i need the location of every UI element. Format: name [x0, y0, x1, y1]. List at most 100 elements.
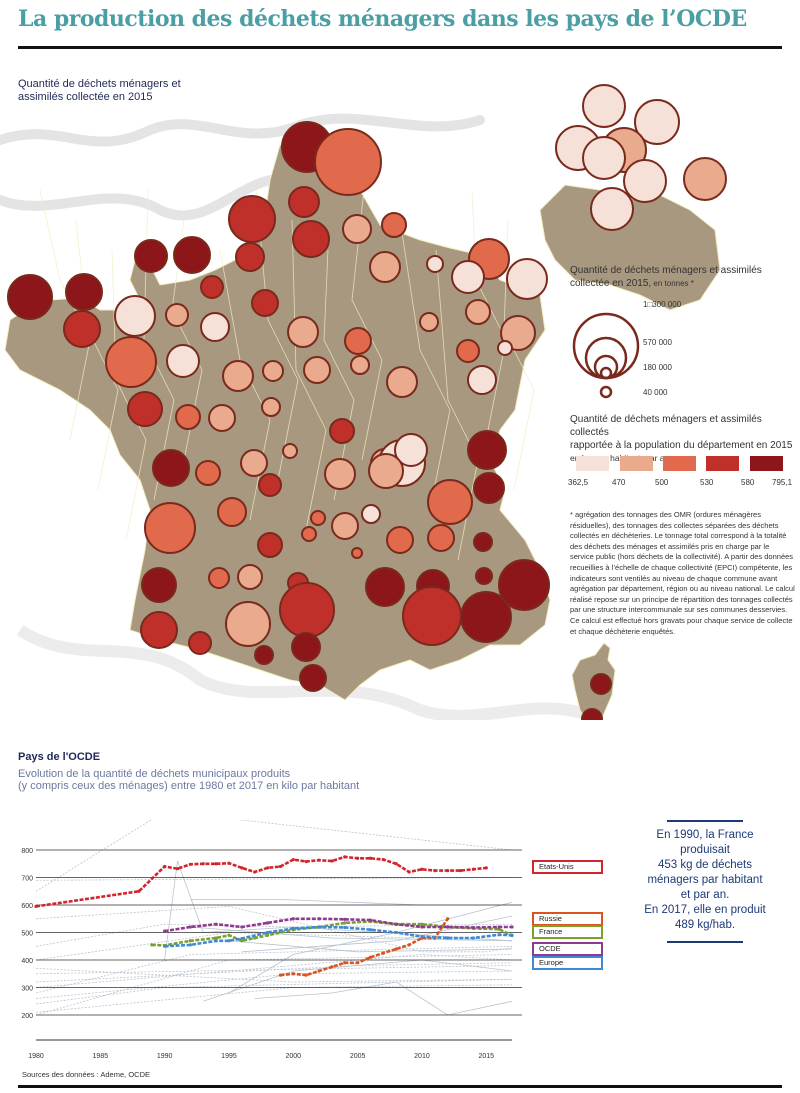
data-point	[446, 869, 450, 873]
data-point	[510, 925, 514, 929]
department-border	[471, 189, 507, 441]
x-tick-label: 2010	[414, 1053, 430, 1060]
color-legend-swatch	[620, 456, 653, 471]
background-country-line	[254, 981, 513, 1016]
department-circle	[175, 404, 201, 430]
department-circle	[582, 84, 626, 128]
department-circle	[165, 303, 189, 327]
series-ocde	[163, 917, 514, 933]
france-map	[0, 84, 727, 720]
size-legend-title: Quantité de déchets ménagers et assimilé…	[570, 264, 795, 290]
department-circle	[402, 586, 462, 646]
data-point	[291, 972, 295, 976]
department-circle	[217, 497, 247, 527]
callout-line: 453 kg de déchets	[658, 859, 752, 871]
background-country-line	[241, 915, 513, 953]
department-circle	[225, 601, 271, 647]
data-point	[394, 930, 398, 935]
data-point	[420, 922, 424, 926]
department-circle	[141, 567, 177, 603]
chart-subtitle-line2: (y compris ceux des ménages) entre 1980 …	[18, 780, 360, 792]
department-circle	[324, 458, 356, 490]
department-circle	[254, 645, 274, 665]
department-circle	[590, 187, 634, 231]
department-circle	[291, 632, 321, 662]
department-circle	[361, 504, 381, 524]
data-point	[240, 939, 244, 943]
x-tick-label: 2000	[286, 1053, 302, 1060]
department-circle	[344, 327, 372, 355]
data-point	[265, 866, 270, 870]
map-title-line2: assimilés collectée en 2015	[18, 91, 153, 103]
data-point	[304, 973, 308, 977]
legend-etatsunis: Etats-Unis	[532, 860, 603, 874]
data-point	[497, 925, 501, 929]
department-circle	[473, 472, 505, 504]
color-legend-break: 470	[612, 478, 626, 487]
data-point	[471, 936, 476, 940]
department-circle	[282, 443, 298, 459]
department-circle	[287, 316, 319, 348]
series-europe	[163, 925, 514, 948]
background-country-line	[35, 877, 513, 881]
france-callout: En 1990, la France produisait 453 kg de …	[620, 820, 790, 943]
data-point	[291, 917, 295, 921]
data-point	[394, 947, 398, 951]
department-circle	[195, 460, 221, 486]
department-circle	[331, 512, 359, 540]
data-point	[188, 925, 192, 929]
data-point	[458, 869, 463, 873]
data-point	[510, 933, 514, 937]
map-title: Quantité de déchets ménagers et assimilé…	[18, 78, 181, 104]
department-circle	[456, 339, 480, 363]
department-circle	[299, 664, 327, 692]
data-point	[368, 918, 373, 922]
callout-top-bar	[667, 820, 743, 822]
department-circle	[65, 273, 103, 311]
callout-line: ménagers par habitant	[647, 874, 763, 886]
bottom-divider	[18, 1085, 782, 1088]
data-point	[420, 925, 424, 929]
department-circle	[498, 559, 550, 611]
chart-subtitle: Evolution de la quantité de déchets muni…	[18, 768, 359, 792]
department-circle	[582, 136, 626, 180]
y-tick-label: 200	[21, 1013, 33, 1020]
department-circle	[208, 404, 236, 432]
data-point	[343, 855, 347, 859]
callout-line: En 1990, la France	[656, 829, 754, 841]
department-circle	[465, 299, 491, 325]
color-legend-break: 362,5	[568, 478, 589, 487]
y-tick-label: 800	[21, 848, 33, 855]
color-legend-break: 580	[741, 478, 755, 487]
data-point	[150, 943, 154, 947]
color-legend-title-line2: rapportée à la population du département…	[570, 440, 793, 451]
department-circle	[427, 524, 455, 552]
data-point	[240, 925, 244, 929]
department-border	[503, 219, 535, 491]
data-point	[317, 969, 321, 973]
background-country-line	[35, 932, 513, 961]
series-line	[164, 917, 512, 933]
data-point	[227, 939, 231, 943]
data-point	[420, 935, 424, 939]
series-line	[35, 855, 487, 908]
department-circle	[581, 708, 603, 720]
data-point	[188, 939, 192, 943]
department-circle	[144, 502, 196, 554]
chart-title: Pays de l'OCDE	[18, 751, 101, 763]
department-circle	[140, 611, 178, 649]
data-point	[446, 925, 450, 929]
color-legend-break: 500	[655, 478, 669, 487]
department-circle	[240, 449, 268, 477]
methodology-note: * agrégation des tonnages des OMR (ordur…	[570, 510, 795, 636]
data-point	[343, 961, 347, 965]
department-circle	[134, 239, 168, 273]
legend-ocde: OCDE	[532, 942, 603, 956]
data-point	[201, 862, 205, 866]
department-circle	[351, 547, 363, 559]
department-circle	[467, 430, 507, 470]
chart-subtitle-line1: Evolution de la quantité de déchets muni…	[18, 768, 291, 780]
department-circle	[251, 289, 279, 317]
data-point	[265, 930, 270, 935]
department-circle	[303, 356, 331, 384]
